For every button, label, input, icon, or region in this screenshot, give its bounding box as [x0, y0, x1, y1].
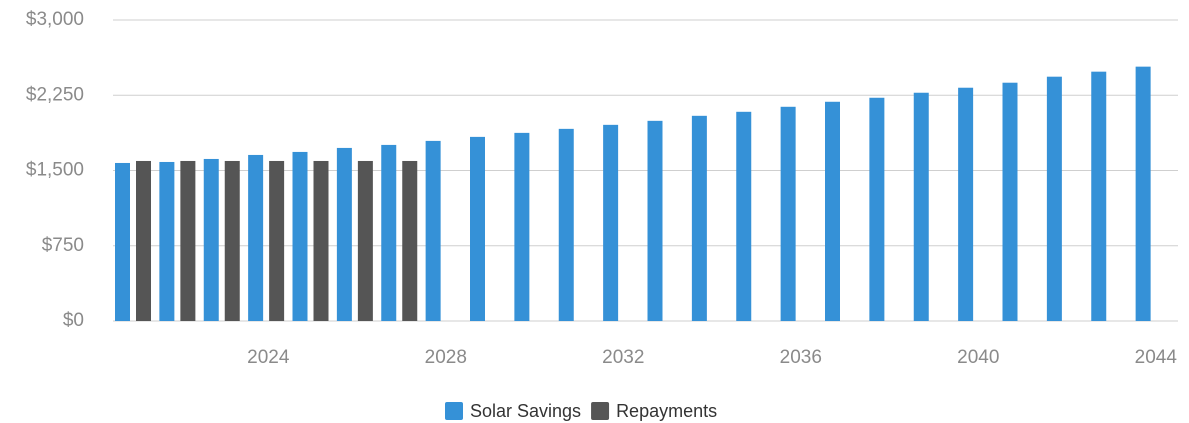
x-tick-label: 2024	[247, 347, 290, 368]
legend-label: Repayments	[616, 401, 717, 421]
bar	[691, 115, 707, 322]
bar	[381, 144, 397, 321]
y-tick-label: $3,000	[26, 9, 84, 30]
bar	[1091, 71, 1107, 322]
bar	[869, 97, 885, 321]
x-tick-label: 2036	[780, 347, 822, 368]
legend-swatch	[445, 402, 463, 420]
bar	[1002, 82, 1018, 321]
legend-label: Solar Savings	[470, 401, 581, 421]
bar	[292, 151, 308, 321]
x-tick-label: 2044	[1135, 347, 1178, 368]
bar	[203, 158, 219, 321]
bar	[603, 124, 619, 322]
bar	[514, 132, 530, 321]
y-tick-label: $750	[42, 235, 84, 256]
bar	[313, 160, 329, 321]
bar	[913, 92, 929, 321]
y-tick-label: $2,250	[26, 84, 84, 105]
bar	[558, 128, 574, 321]
bar	[470, 136, 485, 321]
bar	[736, 111, 752, 322]
bar	[115, 162, 130, 321]
bar	[336, 147, 352, 321]
bar	[1046, 76, 1062, 322]
bar	[159, 161, 175, 321]
y-tick-label: $1,500	[26, 160, 84, 181]
legend-swatch	[591, 402, 610, 420]
bar	[1135, 66, 1151, 321]
bar	[269, 160, 285, 321]
bar	[224, 160, 240, 321]
bar	[825, 101, 840, 321]
bar	[357, 160, 373, 321]
bar	[180, 160, 196, 321]
bar	[647, 120, 663, 322]
bar	[780, 106, 796, 321]
y-tick-label: $0	[63, 310, 84, 331]
x-tick-label: 2032	[602, 347, 644, 368]
bar	[958, 87, 974, 321]
x-tick-label: 2040	[957, 347, 999, 368]
bar	[136, 160, 151, 321]
x-tick-label: 2028	[425, 347, 467, 368]
bar	[425, 140, 441, 321]
bar	[248, 154, 264, 321]
bar	[402, 160, 418, 321]
